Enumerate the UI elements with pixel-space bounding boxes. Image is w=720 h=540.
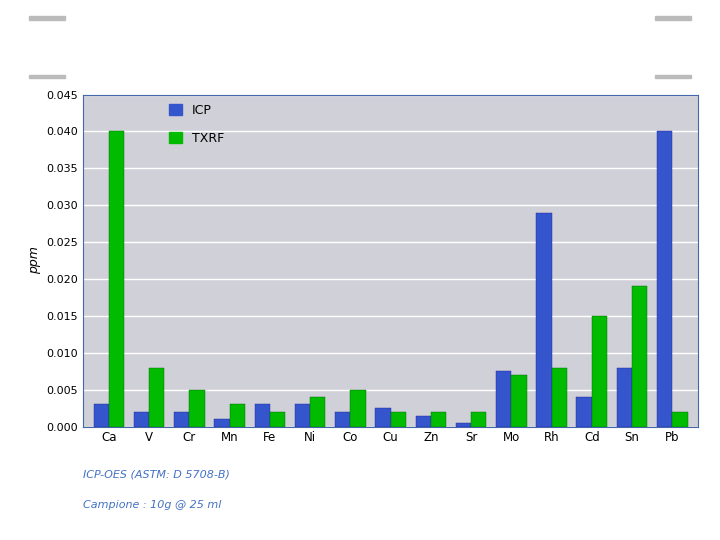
- Bar: [255, 404, 270, 427]
- Bar: [431, 412, 446, 427]
- Text: ICP-OES (ASTM: D 5708-B): ICP-OES (ASTM: D 5708-B): [83, 470, 230, 480]
- Bar: [654, 16, 691, 19]
- Bar: [310, 397, 325, 427]
- Bar: [632, 286, 647, 427]
- Bar: [536, 213, 552, 427]
- Bar: [617, 368, 632, 427]
- Bar: [230, 404, 245, 427]
- Bar: [295, 404, 310, 427]
- Bar: [456, 423, 471, 427]
- Bar: [94, 404, 109, 427]
- Bar: [270, 412, 285, 427]
- Bar: [149, 368, 164, 427]
- Bar: [511, 375, 526, 427]
- Bar: [657, 131, 672, 427]
- Y-axis label: ppm: ppm: [27, 247, 40, 274]
- Bar: [335, 412, 351, 427]
- Bar: [29, 75, 66, 78]
- Bar: [215, 419, 230, 427]
- Bar: [351, 390, 366, 427]
- Bar: [592, 316, 607, 427]
- Bar: [415, 416, 431, 427]
- Bar: [471, 412, 487, 427]
- Bar: [174, 412, 189, 427]
- Bar: [391, 412, 406, 427]
- Bar: [672, 412, 688, 427]
- Text: Campione : 10g @ 25 ml: Campione : 10g @ 25 ml: [83, 500, 221, 510]
- Bar: [189, 390, 204, 427]
- Bar: [577, 397, 592, 427]
- Bar: [29, 16, 66, 19]
- Bar: [134, 412, 149, 427]
- Text: Detection limits: ICP-OES vs. TXRF: Detection limits: ICP-OES vs. TXRF: [157, 38, 563, 58]
- Bar: [654, 75, 691, 78]
- Legend: ICP, TXRF: ICP, TXRF: [169, 104, 224, 145]
- Bar: [375, 408, 391, 427]
- Bar: [552, 368, 567, 427]
- Bar: [109, 131, 125, 427]
- Bar: [496, 372, 511, 427]
